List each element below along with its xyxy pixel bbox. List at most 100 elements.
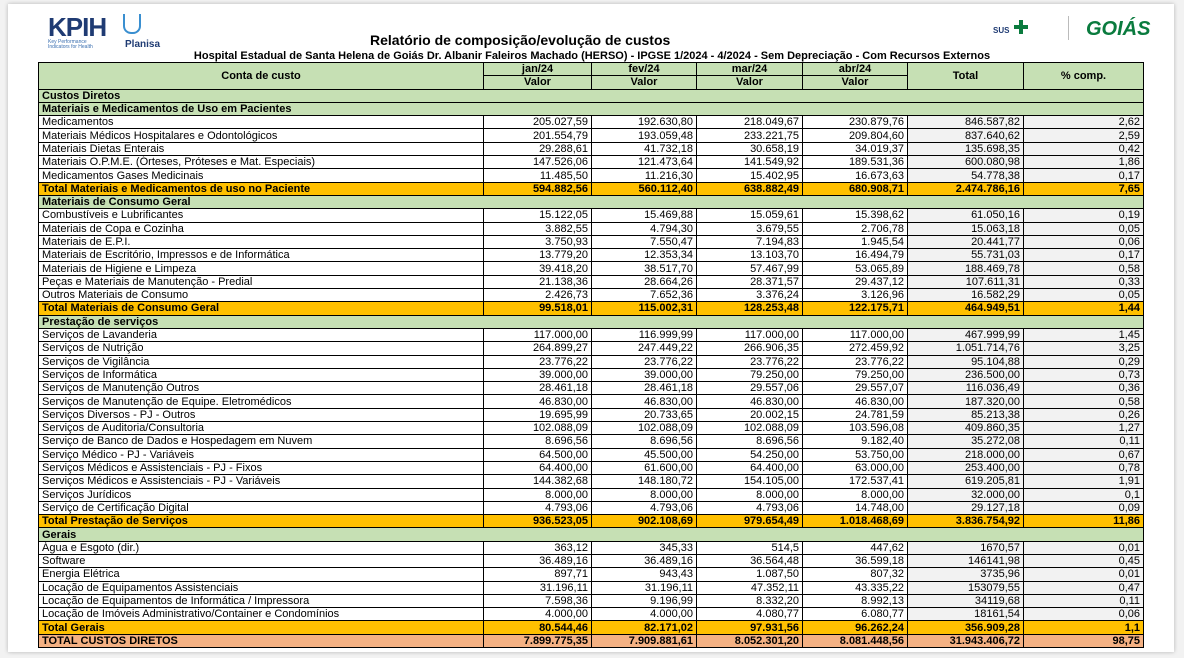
value-cell: 4.080,77: [696, 607, 803, 622]
value-cell: 116.036,49: [907, 381, 1024, 396]
value-cell: 594.882,56: [483, 181, 592, 196]
value-cell: 218.000,00: [907, 447, 1024, 462]
value-cell: 23.776,22: [696, 354, 803, 369]
value-cell: 1,1: [1023, 620, 1144, 635]
account-cell: TOTAL CUSTOS DIRETOS: [38, 633, 484, 649]
account-cell: Materiais de Escritório, Impressos e de …: [38, 248, 484, 263]
value-cell: 247.449,22: [591, 341, 697, 356]
value-cell: 53.750,00: [802, 447, 908, 462]
value-cell: 2,59: [1023, 128, 1144, 143]
value-cell: 266.906,35: [696, 341, 803, 356]
value-cell: 28.461,18: [591, 381, 697, 396]
value-cell: 4.793,06: [591, 500, 697, 516]
value-cell: 39.000,00: [483, 367, 592, 383]
total-row: Total Gerais 80.544,46 82.171,02 97.931,56 9…: [38, 620, 1144, 635]
value-cell: 122.175,71: [802, 301, 908, 316]
item-row: Materiais de Higiene e Limpeza 39.418,20 3…: [38, 261, 1144, 276]
value-cell: 7,65: [1023, 181, 1144, 196]
value-cell: 467.999,99: [907, 327, 1024, 343]
value-cell: 148.180,72: [591, 474, 697, 489]
value-cell: 8.696,56: [483, 434, 592, 449]
value-cell: 23.776,22: [483, 354, 592, 369]
value-cell: 46.830,00: [591, 394, 697, 409]
value-cell: 3.836.754,92: [907, 514, 1024, 529]
item-row: Medicamentos Gases Medicinais 11.485,50 11…: [38, 168, 1144, 183]
value-cell: 13.103,70: [696, 248, 803, 263]
value-cell: 4.793,06: [483, 500, 592, 516]
value-cell: 363,12: [483, 540, 592, 555]
value-cell: 54.250,00: [696, 447, 803, 462]
item-row: Serviços de Informática 39.000,00 39.000,0…: [38, 367, 1144, 383]
value-cell: 846.587,82: [907, 115, 1024, 130]
value-cell: 34.019,37: [802, 141, 908, 157]
value-cell: 128.253,48: [696, 301, 803, 316]
value-cell: 117.000,00: [483, 327, 592, 343]
account-cell: Locação de Imóveis Administrativo/Contai…: [38, 607, 484, 622]
value-cell: 936.523,05: [483, 514, 592, 529]
value-cell: 172.537,41: [802, 474, 908, 489]
value-cell: 0,45: [1023, 553, 1144, 569]
value-cell: 9.196,99: [591, 593, 697, 609]
item-row: Materiais Médicos Hospitalares e Odontol…: [38, 128, 1144, 143]
value-cell: 63.000,00: [802, 460, 908, 476]
account-cell: Outros Materiais de Consumo: [38, 288, 484, 303]
item-row: Serviço de Certificação Digital 4.793,06 4…: [38, 500, 1144, 516]
value-cell: 11,86: [1023, 514, 1144, 529]
value-cell: 31.943.406,72: [907, 633, 1024, 649]
item-row: Serviços de Auditoria/Consultoria 102.088…: [38, 421, 1144, 436]
value-cell: 2.706,78: [802, 221, 908, 236]
report-title: Relatório de composição/evolução de cust…: [370, 32, 671, 48]
value-cell: 253.400,00: [907, 460, 1024, 476]
value-cell: 39.418,20: [483, 261, 592, 276]
value-cell: 619.205,81: [907, 474, 1024, 489]
value-cell: 32.000,00: [907, 487, 1024, 502]
account-cell: Combustíveis e Lubrificantes: [38, 208, 484, 223]
group-row: Materiais de Consumo Geral: [38, 194, 1144, 210]
value-cell: 560.112,40: [591, 181, 697, 196]
column-header: abr/24: [802, 61, 908, 77]
value-cell: 16.673,63: [802, 168, 908, 183]
column-subheader: Valor: [591, 75, 697, 90]
account-cell: Serviços de Manutenção Outros: [38, 381, 484, 396]
item-row: Combustíveis e Lubrificantes 15.122,05 15.…: [38, 208, 1144, 223]
value-cell: 4.000,00: [591, 607, 697, 622]
account-cell: Serviços de Lavanderia: [38, 327, 484, 343]
sus-cross: [1014, 20, 1028, 34]
value-cell: 0,06: [1023, 607, 1144, 622]
account-cell: Materiais de E.P.I.: [38, 234, 484, 250]
item-row: Serviços Médicos e Assistenciais - PJ - …: [38, 474, 1144, 489]
value-cell: 7.899.775,35: [483, 633, 592, 649]
value-cell: 3.750,93: [483, 234, 592, 250]
item-row: Serviços Diversos - PJ - Outros 19.695,99…: [38, 407, 1144, 423]
column-header: jan/24: [483, 61, 592, 77]
value-cell: 80.544,46: [483, 620, 592, 635]
value-cell: 29.557,07: [802, 381, 908, 396]
logo: KPIH: [48, 12, 107, 42]
value-cell: 1.087,50: [696, 567, 803, 582]
account-cell: Total Prestação de Serviços: [38, 514, 484, 529]
value-cell: 115.002,31: [591, 301, 697, 316]
value-cell: 61.600,00: [591, 460, 697, 476]
value-cell: 189.531,36: [802, 155, 908, 170]
value-cell: 8.992,13: [802, 593, 908, 609]
value-cell: 8.000,00: [591, 487, 697, 502]
column-header: Conta de custo: [38, 62, 484, 90]
value-cell: 30.658,19: [696, 141, 803, 157]
item-row: Materiais Dietas Enterais 29.288,61 41.732…: [38, 141, 1144, 157]
account-cell: Total Materiais de Consumo Geral: [38, 301, 484, 316]
value-cell: 0,29: [1023, 354, 1144, 369]
value-cell: 21.138,36: [483, 274, 592, 290]
value-cell: 7.194,83: [696, 234, 803, 250]
value-cell: 0,01: [1023, 540, 1144, 555]
value-cell: 2.474.786,16: [907, 181, 1024, 196]
value-cell: 147.526,06: [483, 155, 592, 170]
value-cell: 36.489,16: [483, 553, 592, 569]
column-subheader: Valor: [696, 75, 803, 90]
value-cell: 102.088,09: [483, 421, 592, 436]
value-cell: 0,06: [1023, 234, 1144, 250]
value-cell: 8.052.301,20: [696, 633, 803, 649]
value-cell: 3.882,55: [483, 221, 592, 236]
value-cell: 15.402,95: [696, 168, 803, 183]
account-cell: Serviço Médico - PJ - Variáveis: [38, 447, 484, 462]
account-cell: Serviço de Banco de Dados e Hospedagem e…: [38, 434, 484, 449]
